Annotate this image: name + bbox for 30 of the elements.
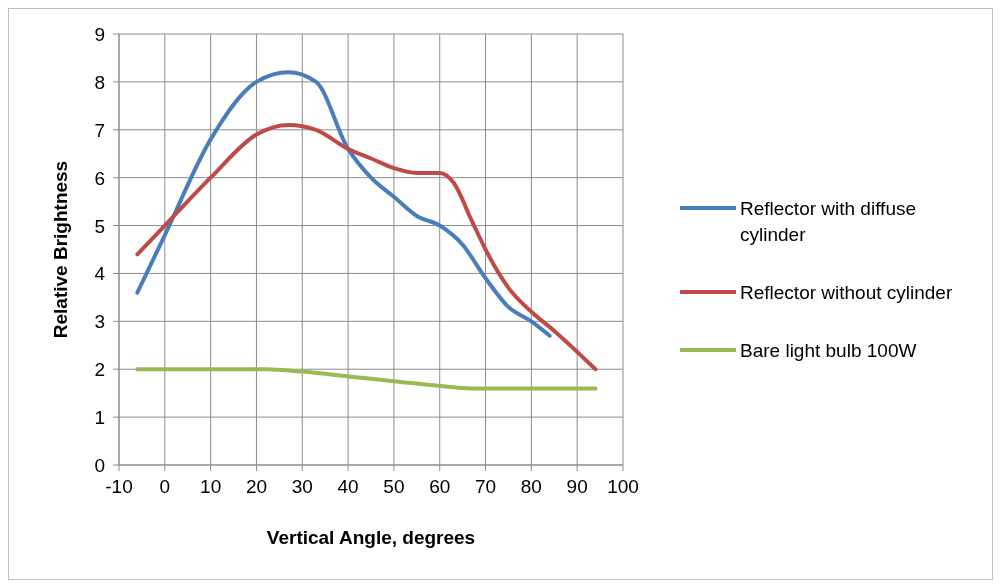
x-tick-label: 40 — [337, 476, 359, 497]
line-series — [135, 70, 552, 338]
x-axis-title: Vertical Angle, degrees — [266, 527, 476, 548]
y-tick-label: 6 — [94, 167, 105, 189]
y-tick-label: 4 — [94, 263, 106, 285]
line-series — [135, 367, 598, 391]
y-axis-title: Relative Brightness — [50, 160, 71, 339]
x-tick-label: 20 — [245, 476, 268, 497]
x-tick-label: 0 — [159, 476, 171, 497]
x-tick-label: 80 — [520, 476, 542, 497]
x-tick-label: 100 — [607, 476, 639, 497]
x-tick-label: 30 — [291, 476, 313, 497]
y-tick-label: 8 — [94, 71, 105, 93]
y-tick-label: 5 — [94, 215, 105, 237]
legend-label: Reflector with diffuse cylinder — [740, 198, 917, 245]
x-tick-label: 70 — [474, 476, 497, 497]
y-tick-label: 2 — [94, 359, 105, 381]
x-tick-label: -10 — [105, 476, 133, 497]
x-tick-label: 10 — [200, 476, 222, 497]
y-tick-label: 9 — [94, 24, 105, 45]
line-series — [135, 122, 598, 372]
legend-label: Reflector without cylinder — [740, 282, 953, 303]
y-tick-label: 3 — [94, 311, 105, 333]
x-tick-label: 60 — [429, 476, 451, 497]
y-tick-label: 1 — [94, 407, 105, 429]
y-tick-label: 7 — [94, 119, 105, 141]
x-tick-label: 90 — [566, 476, 588, 497]
x-tick-label: 50 — [383, 476, 405, 497]
legend-label: Bare light bulb 100W — [740, 340, 917, 361]
y-tick-label: 0 — [94, 455, 105, 476]
